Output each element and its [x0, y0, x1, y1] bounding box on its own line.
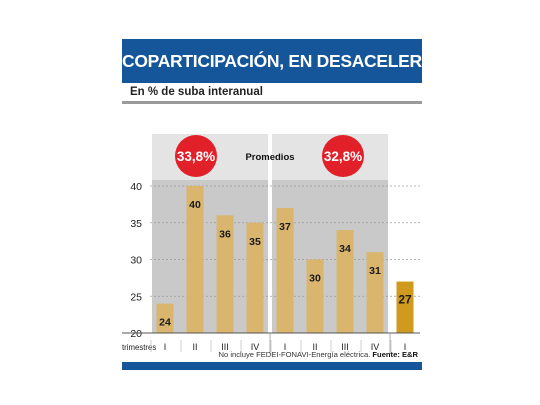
x-axis-prefix: trimestres — [122, 343, 156, 352]
quarter-label-8: I — [404, 342, 407, 352]
y-tick-label-35: 35 — [130, 218, 142, 230]
y-tick-label-40: 40 — [130, 181, 142, 193]
bottom-bar — [122, 362, 422, 370]
quarter-label-7: IV — [371, 342, 380, 352]
chart-subtitle: En % de suba interanual — [130, 86, 263, 98]
bar-2 — [216, 215, 234, 333]
chart-title: COPARTICIPACIÓN, EN DESACELERACIÓN — [122, 51, 477, 71]
bar-8 — [396, 281, 414, 333]
subtitle-rule — [122, 101, 422, 104]
bar-5 — [306, 259, 324, 333]
bar-6 — [336, 230, 354, 333]
value-label-2: 36 — [219, 228, 231, 240]
averages-label: Promedios — [245, 152, 294, 163]
bar-0 — [156, 303, 174, 333]
average-badge-2011 — [322, 135, 364, 177]
bar-7 — [366, 252, 384, 333]
value-label-7: 31 — [369, 265, 381, 277]
quarter-label-1: II — [192, 342, 197, 352]
quarter-label-2: III — [221, 342, 229, 352]
average-value-2010: 33,8% — [177, 149, 215, 164]
quarter-label-4: I — [284, 342, 287, 352]
quarter-label-6: III — [341, 342, 349, 352]
average-badge-2010 — [175, 135, 217, 177]
value-label-5: 30 — [309, 273, 321, 285]
value-label-0: 24 — [159, 317, 171, 329]
value-label-6: 34 — [339, 243, 351, 255]
value-label-1: 40 — [189, 199, 201, 211]
value-label-8: 27 — [398, 293, 412, 307]
average-value-2011: 32,8% — [324, 149, 362, 164]
value-label-3: 35 — [249, 236, 261, 248]
title-bar: COPARTICIPACIÓN, EN DESACELERACIÓN — [122, 39, 477, 83]
quarter-label-0: I — [164, 342, 167, 352]
bar-1 — [186, 186, 204, 333]
bar-3 — [246, 222, 264, 333]
footnote-text: No incluye FEDEI-FONAVI-Energía eléctric… — [218, 350, 373, 359]
y-tick-label-30: 30 — [130, 255, 142, 267]
infographic-card: COPARTICIPACIÓN, EN DESACELERACIÓN En % … — [122, 30, 477, 370]
y-tick-label-20: 20 — [130, 328, 142, 340]
value-label-4: 37 — [279, 221, 291, 233]
quarter-label-3: IV — [251, 342, 260, 352]
footnote: No incluye FEDEI-FONAVI-Energía eléctric… — [219, 350, 418, 359]
y-tick-label-25: 25 — [130, 291, 142, 303]
footnote-source-label: Fuente: — [372, 350, 400, 359]
quarter-label-5: II — [312, 342, 317, 352]
footnote-source: E&R — [399, 350, 418, 359]
bar-4 — [276, 208, 294, 333]
